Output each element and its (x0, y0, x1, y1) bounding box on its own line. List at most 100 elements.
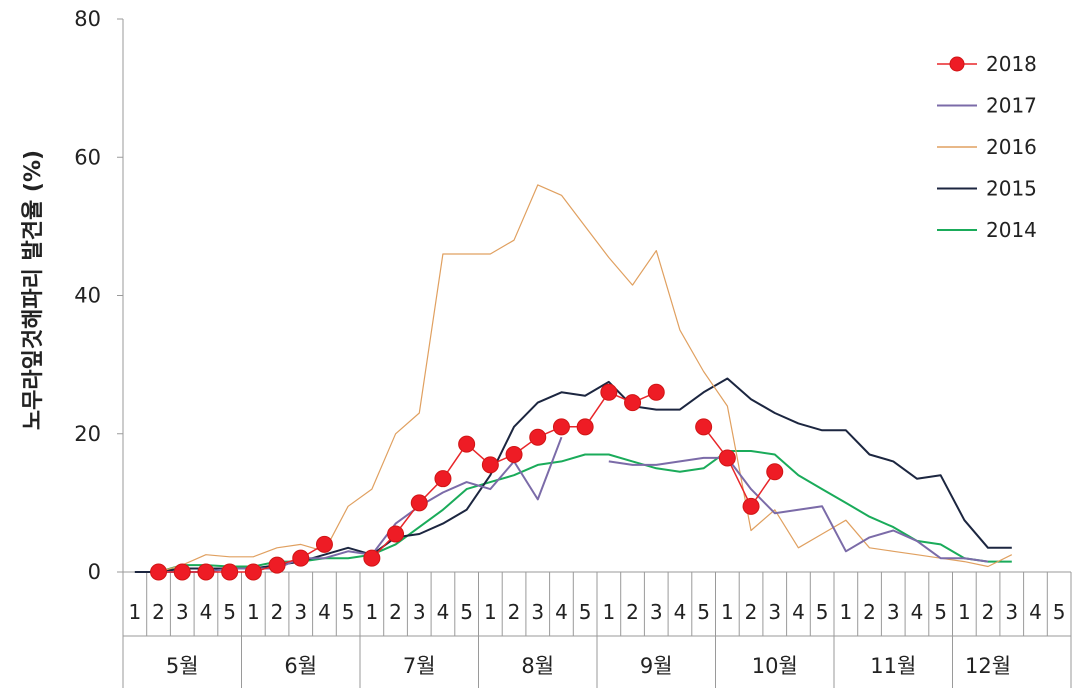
x-week-label: 5 (460, 600, 473, 624)
x-week-label: 3 (531, 600, 544, 624)
legend-label: 2017 (986, 94, 1037, 118)
legend-label: 2015 (986, 177, 1037, 201)
data-point-2018 (458, 435, 476, 453)
x-week-label: 3 (1005, 600, 1018, 624)
x-week-label: 3 (294, 600, 307, 624)
x-week-label: 2 (745, 600, 758, 624)
x-week-label: 4 (318, 600, 331, 624)
x-month-label: 5월 (166, 654, 199, 678)
x-week-label: 2 (863, 600, 876, 624)
x-week-label: 4 (1029, 600, 1042, 624)
x-month-label: 11월 (870, 654, 916, 678)
series-2014 (158, 450, 1012, 573)
x-week-label: 2 (271, 600, 284, 624)
data-point-2018 (624, 394, 642, 412)
x-week-label: 5 (816, 600, 829, 624)
x-week-label: 5 (223, 600, 236, 624)
series-line-2014 (158, 450, 1012, 573)
series-line-2015 (134, 377, 1012, 573)
data-point-2018 (150, 563, 168, 581)
x-week-label: 5 (342, 600, 355, 624)
legend: 2018 2017 2016 2015 2014 (937, 52, 1037, 242)
x-month-label: 10월 (752, 654, 798, 678)
data-point-2018 (244, 563, 262, 581)
x-week-label: 3 (887, 600, 900, 624)
x-week-label: 3 (176, 600, 189, 624)
legend-label: 2016 (986, 135, 1037, 159)
x-week-label: 1 (721, 600, 734, 624)
x-week-label: 2 (508, 600, 521, 624)
x-week-label: 4 (200, 600, 213, 624)
data-point-2018 (315, 535, 333, 553)
legend-item-2015: 2015 (937, 177, 1037, 201)
x-week-label: 5 (697, 600, 710, 624)
data-point-2018 (552, 418, 570, 436)
x-week-label: 1 (484, 600, 497, 624)
data-point-2018 (718, 449, 736, 467)
series-line-2017 (608, 456, 989, 563)
series-2016 (158, 184, 1013, 573)
y-tick-label: 80 (74, 7, 101, 31)
x-week-label: 2 (982, 600, 995, 624)
x-month-label: 12월 (965, 654, 1011, 678)
series-layer (134, 184, 1013, 581)
legend-item-2016: 2016 (937, 135, 1037, 159)
x-week-label: 2 (626, 600, 639, 624)
data-point-2018 (434, 470, 452, 488)
x-week-label: 3 (768, 600, 781, 624)
y-tick-label: 60 (74, 145, 101, 169)
data-point-2018 (576, 418, 594, 436)
legend-item-2014: 2014 (937, 218, 1037, 242)
y-tick-label: 0 (88, 560, 101, 584)
x-month-label: 8월 (521, 654, 554, 678)
data-point-2018 (363, 549, 381, 567)
data-point-2018 (600, 383, 618, 401)
x-week-label: 1 (602, 600, 615, 624)
data-point-2018 (292, 549, 310, 567)
x-month-label: 9월 (640, 654, 673, 678)
x-week-label: 5 (1053, 600, 1066, 624)
data-point-2018 (505, 445, 523, 463)
data-point-2018 (387, 525, 405, 543)
y-tick-label: 20 (74, 422, 101, 446)
series-2018 (150, 383, 784, 581)
x-week-label: 1 (365, 600, 378, 624)
x-week-label: 4 (911, 600, 924, 624)
x-week-label: 4 (674, 600, 687, 624)
legend-item-2017: 2017 (937, 94, 1037, 118)
data-point-2018 (221, 563, 239, 581)
data-point-2018 (742, 497, 760, 515)
data-point-2018 (529, 428, 547, 446)
legend-label: 2018 (986, 52, 1037, 76)
x-week-label: 4 (555, 600, 568, 624)
series-line-2018 (703, 426, 776, 508)
x-week-label: 5 (579, 600, 592, 624)
x-month-label: 7월 (403, 654, 436, 678)
x-month-label: 6월 (284, 654, 317, 678)
x-week-label: 5 (934, 600, 947, 624)
legend-marker (949, 56, 965, 72)
x-week-label: 3 (413, 600, 426, 624)
x-week-label: 4 (792, 600, 805, 624)
x-week-label: 1 (958, 600, 971, 624)
data-point-2018 (410, 494, 428, 512)
legend-item-2018: 2018 (937, 52, 1037, 76)
data-point-2018 (481, 456, 499, 474)
series-2015 (134, 377, 1012, 573)
x-week-label: 1 (247, 600, 260, 624)
data-point-2018 (766, 463, 784, 481)
series-line-2016 (158, 184, 1013, 573)
x-week-label: 2 (152, 600, 165, 624)
data-point-2018 (197, 563, 215, 581)
x-week-label: 1 (128, 600, 141, 624)
data-point-2018 (268, 556, 286, 574)
legend-label: 2014 (986, 218, 1037, 242)
x-week-label: 3 (650, 600, 663, 624)
data-point-2018 (695, 418, 713, 436)
x-week-label: 2 (389, 600, 402, 624)
y-tick-label: 40 (74, 284, 101, 308)
x-week-label: 1 (839, 600, 852, 624)
